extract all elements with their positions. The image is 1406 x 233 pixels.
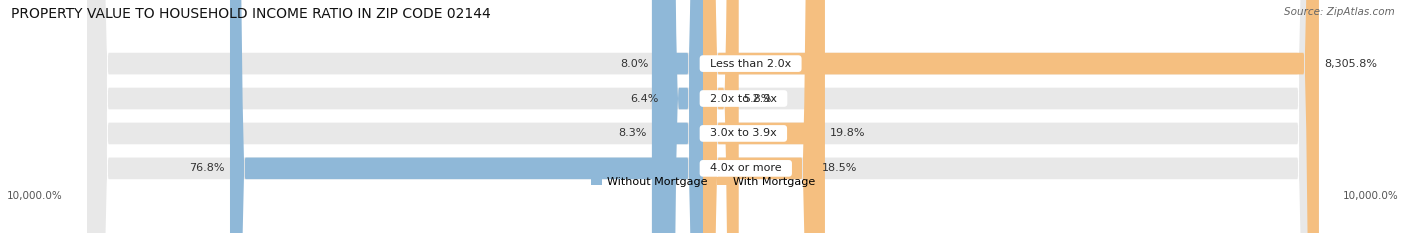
Text: 2.0x to 2.9x: 2.0x to 2.9x [703,93,785,103]
Text: 18.5%: 18.5% [823,163,858,173]
Text: 8.3%: 8.3% [619,128,647,138]
FancyBboxPatch shape [703,0,1319,233]
FancyBboxPatch shape [231,0,703,233]
Text: Source: ZipAtlas.com: Source: ZipAtlas.com [1284,7,1395,17]
Text: 6.4%: 6.4% [630,93,658,103]
Text: 8,305.8%: 8,305.8% [1324,58,1376,69]
Text: 8.0%: 8.0% [620,58,648,69]
FancyBboxPatch shape [652,0,703,233]
Text: 10,000.0%: 10,000.0% [7,191,63,201]
FancyBboxPatch shape [87,0,1319,233]
Text: Less than 2.0x: Less than 2.0x [703,58,799,69]
Text: 10,000.0%: 10,000.0% [1343,191,1399,201]
FancyBboxPatch shape [703,0,817,233]
Legend: Without Mortgage, With Mortgage: Without Mortgage, With Mortgage [586,173,820,192]
FancyBboxPatch shape [703,0,825,233]
Text: 76.8%: 76.8% [190,163,225,173]
Text: 4.0x or more: 4.0x or more [703,163,789,173]
FancyBboxPatch shape [87,0,1319,233]
Text: 19.8%: 19.8% [830,128,865,138]
Text: 3.0x to 3.9x: 3.0x to 3.9x [703,128,783,138]
FancyBboxPatch shape [87,0,1319,233]
FancyBboxPatch shape [664,0,703,233]
FancyBboxPatch shape [703,0,738,233]
Text: 5.8%: 5.8% [744,93,772,103]
FancyBboxPatch shape [87,0,1319,233]
FancyBboxPatch shape [654,0,703,233]
Text: PROPERTY VALUE TO HOUSEHOLD INCOME RATIO IN ZIP CODE 02144: PROPERTY VALUE TO HOUSEHOLD INCOME RATIO… [11,7,491,21]
